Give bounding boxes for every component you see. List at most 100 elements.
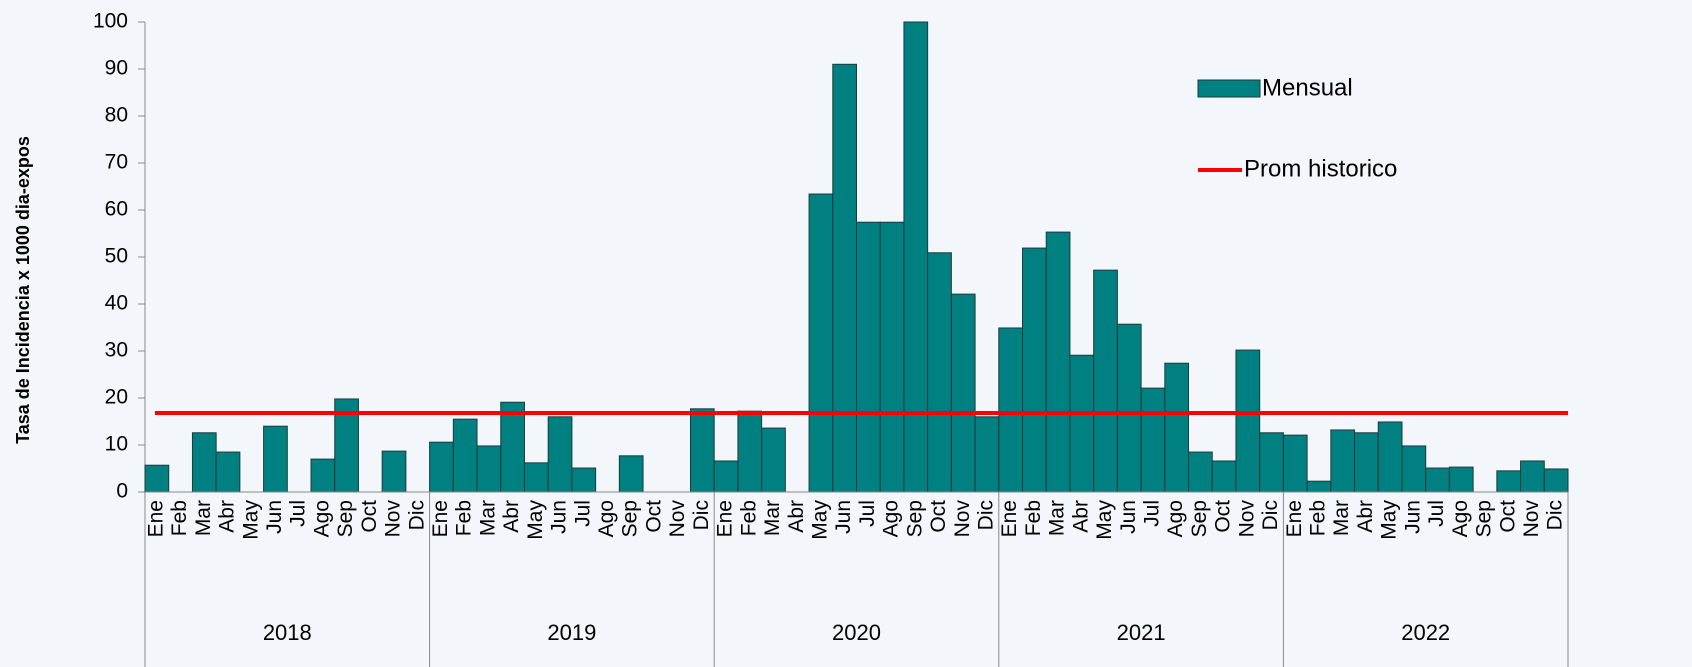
bar [1330, 429, 1356, 493]
y-tick-label: 100 [93, 10, 128, 33]
x-tick-label: Sep [903, 500, 926, 537]
y-tick-label: 80 [105, 104, 128, 127]
group-label: 2021 [1117, 620, 1166, 645]
x-tick-label: Jun [548, 500, 571, 534]
bar [500, 401, 525, 493]
bar [808, 193, 834, 493]
bar [1448, 466, 1474, 493]
bar [713, 460, 739, 493]
y-tick-label: 90 [105, 57, 128, 80]
x-tick-label: Oct [1212, 500, 1235, 533]
x-tick-label: Sep [334, 500, 357, 537]
x-tick-label: Ene [144, 500, 167, 537]
x-tick-label: Dic [405, 500, 428, 530]
x-tick-label: Mar [761, 500, 784, 536]
legend-swatch [1197, 79, 1261, 98]
x-tick-label: Ene [998, 500, 1021, 537]
x-tick-label: Feb [737, 500, 760, 536]
bar [1140, 387, 1166, 493]
x-tick-label: May [239, 500, 262, 540]
x-tick-label: Jul [1141, 500, 1164, 527]
x-tick-label: Nov [951, 500, 974, 538]
x-tick-label: Nov [666, 500, 689, 538]
x-tick-label: May [808, 500, 831, 540]
bar [1022, 247, 1047, 493]
x-tick-label: Ene [429, 500, 452, 537]
x-tick-label: Dic [1544, 500, 1567, 530]
bar [1425, 467, 1450, 493]
bar [452, 418, 478, 493]
x-tick-label: Ago [1164, 500, 1187, 537]
x-tick-label: Jul [1425, 500, 1448, 527]
bar [761, 427, 786, 493]
y-tick-label: 0 [116, 480, 128, 503]
bar [191, 432, 217, 493]
x-tick-label: Dic [974, 500, 997, 530]
bar [618, 455, 644, 493]
x-tick-label: May [524, 500, 547, 540]
x-tick-label: Nov [1235, 500, 1258, 538]
bar [974, 416, 1000, 493]
y-tick-label: 20 [105, 386, 128, 409]
x-tick-label: Sep [1473, 500, 1496, 537]
x-tick-label: Dic [690, 500, 713, 530]
bar [1259, 432, 1284, 493]
y-tick-label: 30 [105, 339, 128, 362]
x-tick-label: Jun [1401, 500, 1424, 534]
x-tick-label: Sep [619, 500, 642, 537]
bar [903, 21, 929, 493]
y-tick-label: 40 [105, 292, 128, 315]
y-tick-label: 10 [105, 433, 128, 456]
x-tick-label: Jun [263, 500, 286, 534]
y-tick-label: 50 [105, 245, 128, 268]
x-tick-label: May [1093, 500, 1116, 540]
x-tick-label: Oct [927, 500, 950, 533]
x-tick-label: Feb [453, 500, 476, 536]
bar [1235, 349, 1261, 493]
x-tick-label: Feb [1022, 500, 1045, 536]
x-tick-label: Jul [856, 500, 879, 527]
bar [1306, 480, 1332, 493]
legend-label: Mensual [1262, 74, 1353, 101]
bar [144, 464, 170, 493]
group-label: 2018 [263, 620, 312, 645]
group-label: 2020 [832, 620, 881, 645]
group-label: 2022 [1401, 620, 1450, 645]
x-tick-label: Ago [310, 500, 333, 537]
x-tick-label: Ago [595, 500, 618, 537]
x-tick-label: Ago [880, 500, 903, 537]
bar [879, 221, 905, 493]
bar [571, 467, 597, 493]
x-tick-label: Feb [1307, 500, 1330, 536]
x-tick-label: Abr [216, 500, 239, 533]
x-tick-label: Jun [1117, 500, 1140, 534]
bar [476, 445, 502, 493]
bar [856, 221, 881, 493]
bar [310, 458, 336, 493]
x-tick-label: Mar [476, 500, 499, 536]
bar [215, 451, 241, 493]
bar [1093, 269, 1118, 493]
bar [832, 63, 857, 493]
x-tick-label: Oct [642, 500, 665, 533]
x-tick-label: Feb [168, 500, 191, 536]
x-tick-label: Abr [1354, 500, 1377, 533]
bar [737, 410, 763, 493]
bar [429, 441, 454, 493]
bar [1116, 323, 1142, 493]
x-tick-label: Mar [1330, 500, 1353, 536]
bar [1496, 470, 1522, 493]
x-tick-label: Oct [358, 500, 381, 533]
bar [523, 462, 549, 493]
y-axis-label: Tasa de Incidencia x 1000 dia-expos [13, 136, 33, 444]
x-tick-label: Abr [1069, 500, 1092, 533]
bar [1401, 445, 1427, 493]
x-tick-label: Ene [1283, 500, 1306, 537]
bar [547, 416, 573, 493]
x-tick-label: May [1378, 500, 1401, 540]
bar [263, 425, 288, 493]
x-tick-label: Jul [571, 500, 594, 527]
bar [998, 327, 1024, 493]
